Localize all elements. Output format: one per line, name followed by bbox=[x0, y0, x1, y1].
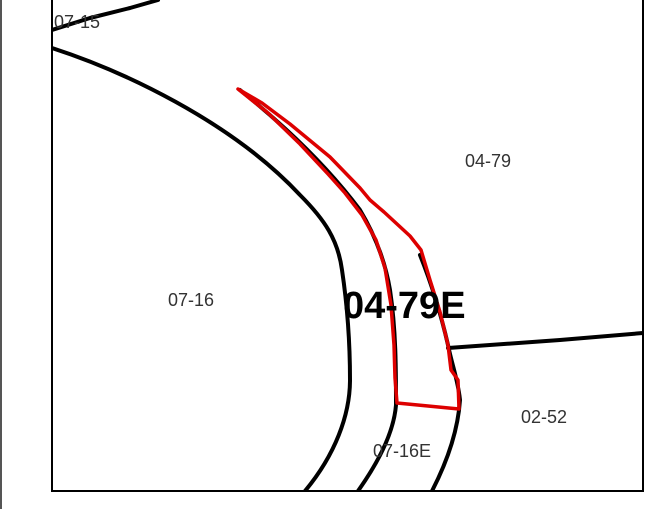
boundary-07-15 bbox=[52, 0, 160, 32]
boundary-07-16-east bbox=[52, 46, 352, 491]
boundary-04-79-02-52 bbox=[446, 331, 643, 350]
parcel-04-79e-outline bbox=[236, 87, 461, 411]
parcel-label-04-79e: 04-79E bbox=[343, 285, 466, 327]
parcel-label-07-15: 07-15 bbox=[54, 12, 100, 32]
page-left-rule bbox=[0, 0, 2, 509]
parcel-label-07-16: 07-16 bbox=[168, 290, 214, 310]
parcel-label-07-16e: 07-16E bbox=[373, 441, 431, 461]
parcel-label-04-79: 04-79 bbox=[465, 151, 511, 171]
parcel-label-02-52: 02-52 bbox=[521, 407, 567, 427]
